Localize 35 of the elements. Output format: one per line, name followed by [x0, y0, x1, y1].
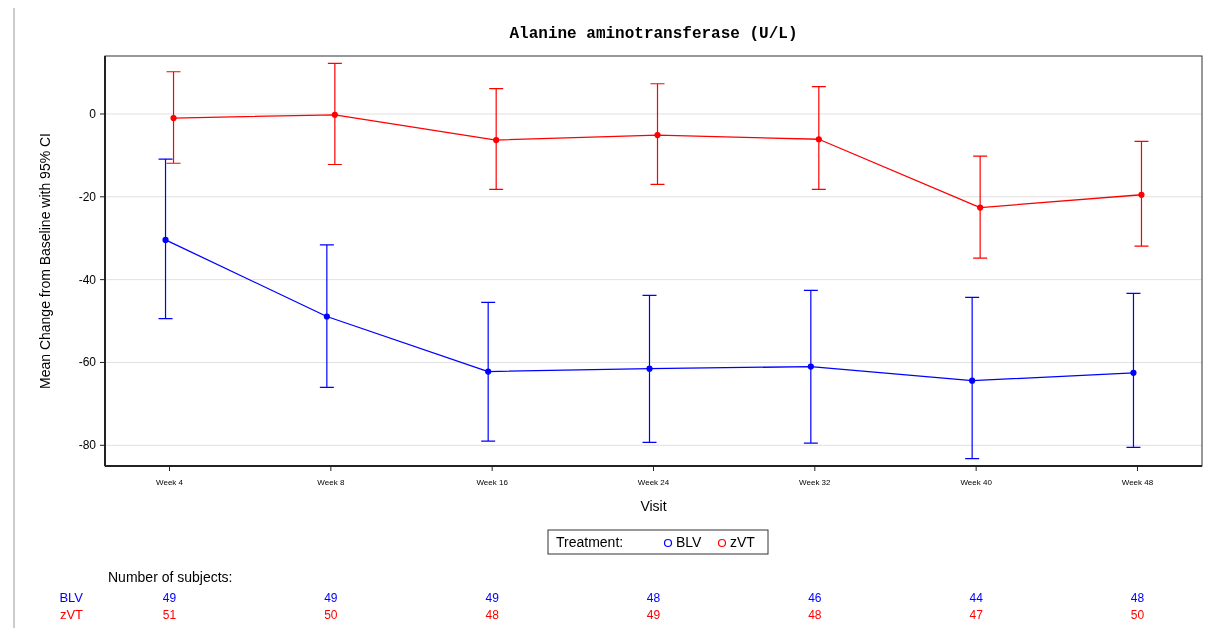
legend-title: Treatment:	[556, 534, 624, 550]
y-tick-label: -40	[78, 272, 97, 287]
text: 48	[1130, 591, 1145, 605]
text: 49	[485, 591, 500, 605]
x-tick-label: Week 48	[1121, 478, 1154, 487]
text: 47	[969, 608, 984, 622]
y-tick-label: -60	[78, 355, 97, 370]
text: 49	[324, 591, 338, 605]
y-tick-label: 0	[89, 106, 97, 121]
text: 48	[646, 591, 661, 605]
text: BLV	[59, 590, 84, 605]
x-tick-label: Week 24	[637, 478, 670, 487]
text: 50	[1130, 608, 1145, 622]
y-tick-label: -80	[78, 438, 97, 453]
text: 46	[808, 591, 822, 605]
text: 49	[162, 591, 177, 605]
x-tick-label: Week 16	[476, 478, 509, 487]
text: 48	[485, 608, 500, 622]
y-axis-title: Mean Change from Baseline with 95% CI	[37, 132, 53, 390]
text: 49	[646, 608, 661, 622]
text: 48	[808, 608, 822, 622]
x-tick-label: Week 32	[799, 478, 832, 487]
x-tick-label: Week 4	[156, 478, 184, 487]
legend-label: BLV	[676, 534, 703, 550]
text: 51	[162, 608, 177, 622]
text: 44	[969, 591, 984, 605]
text: zVT	[59, 607, 84, 622]
x-tick-label: Week 8	[317, 478, 345, 487]
text: Number of subjects:	[108, 569, 233, 585]
x-axis-title: Visit	[640, 498, 667, 514]
legend-label: zVT	[730, 534, 756, 550]
x-tick-label: Week 40	[960, 478, 993, 487]
chart-title: Alanine aminotransferase (U/L)	[509, 25, 798, 43]
text: 50	[324, 608, 338, 622]
y-tick-label: -20	[78, 189, 97, 204]
